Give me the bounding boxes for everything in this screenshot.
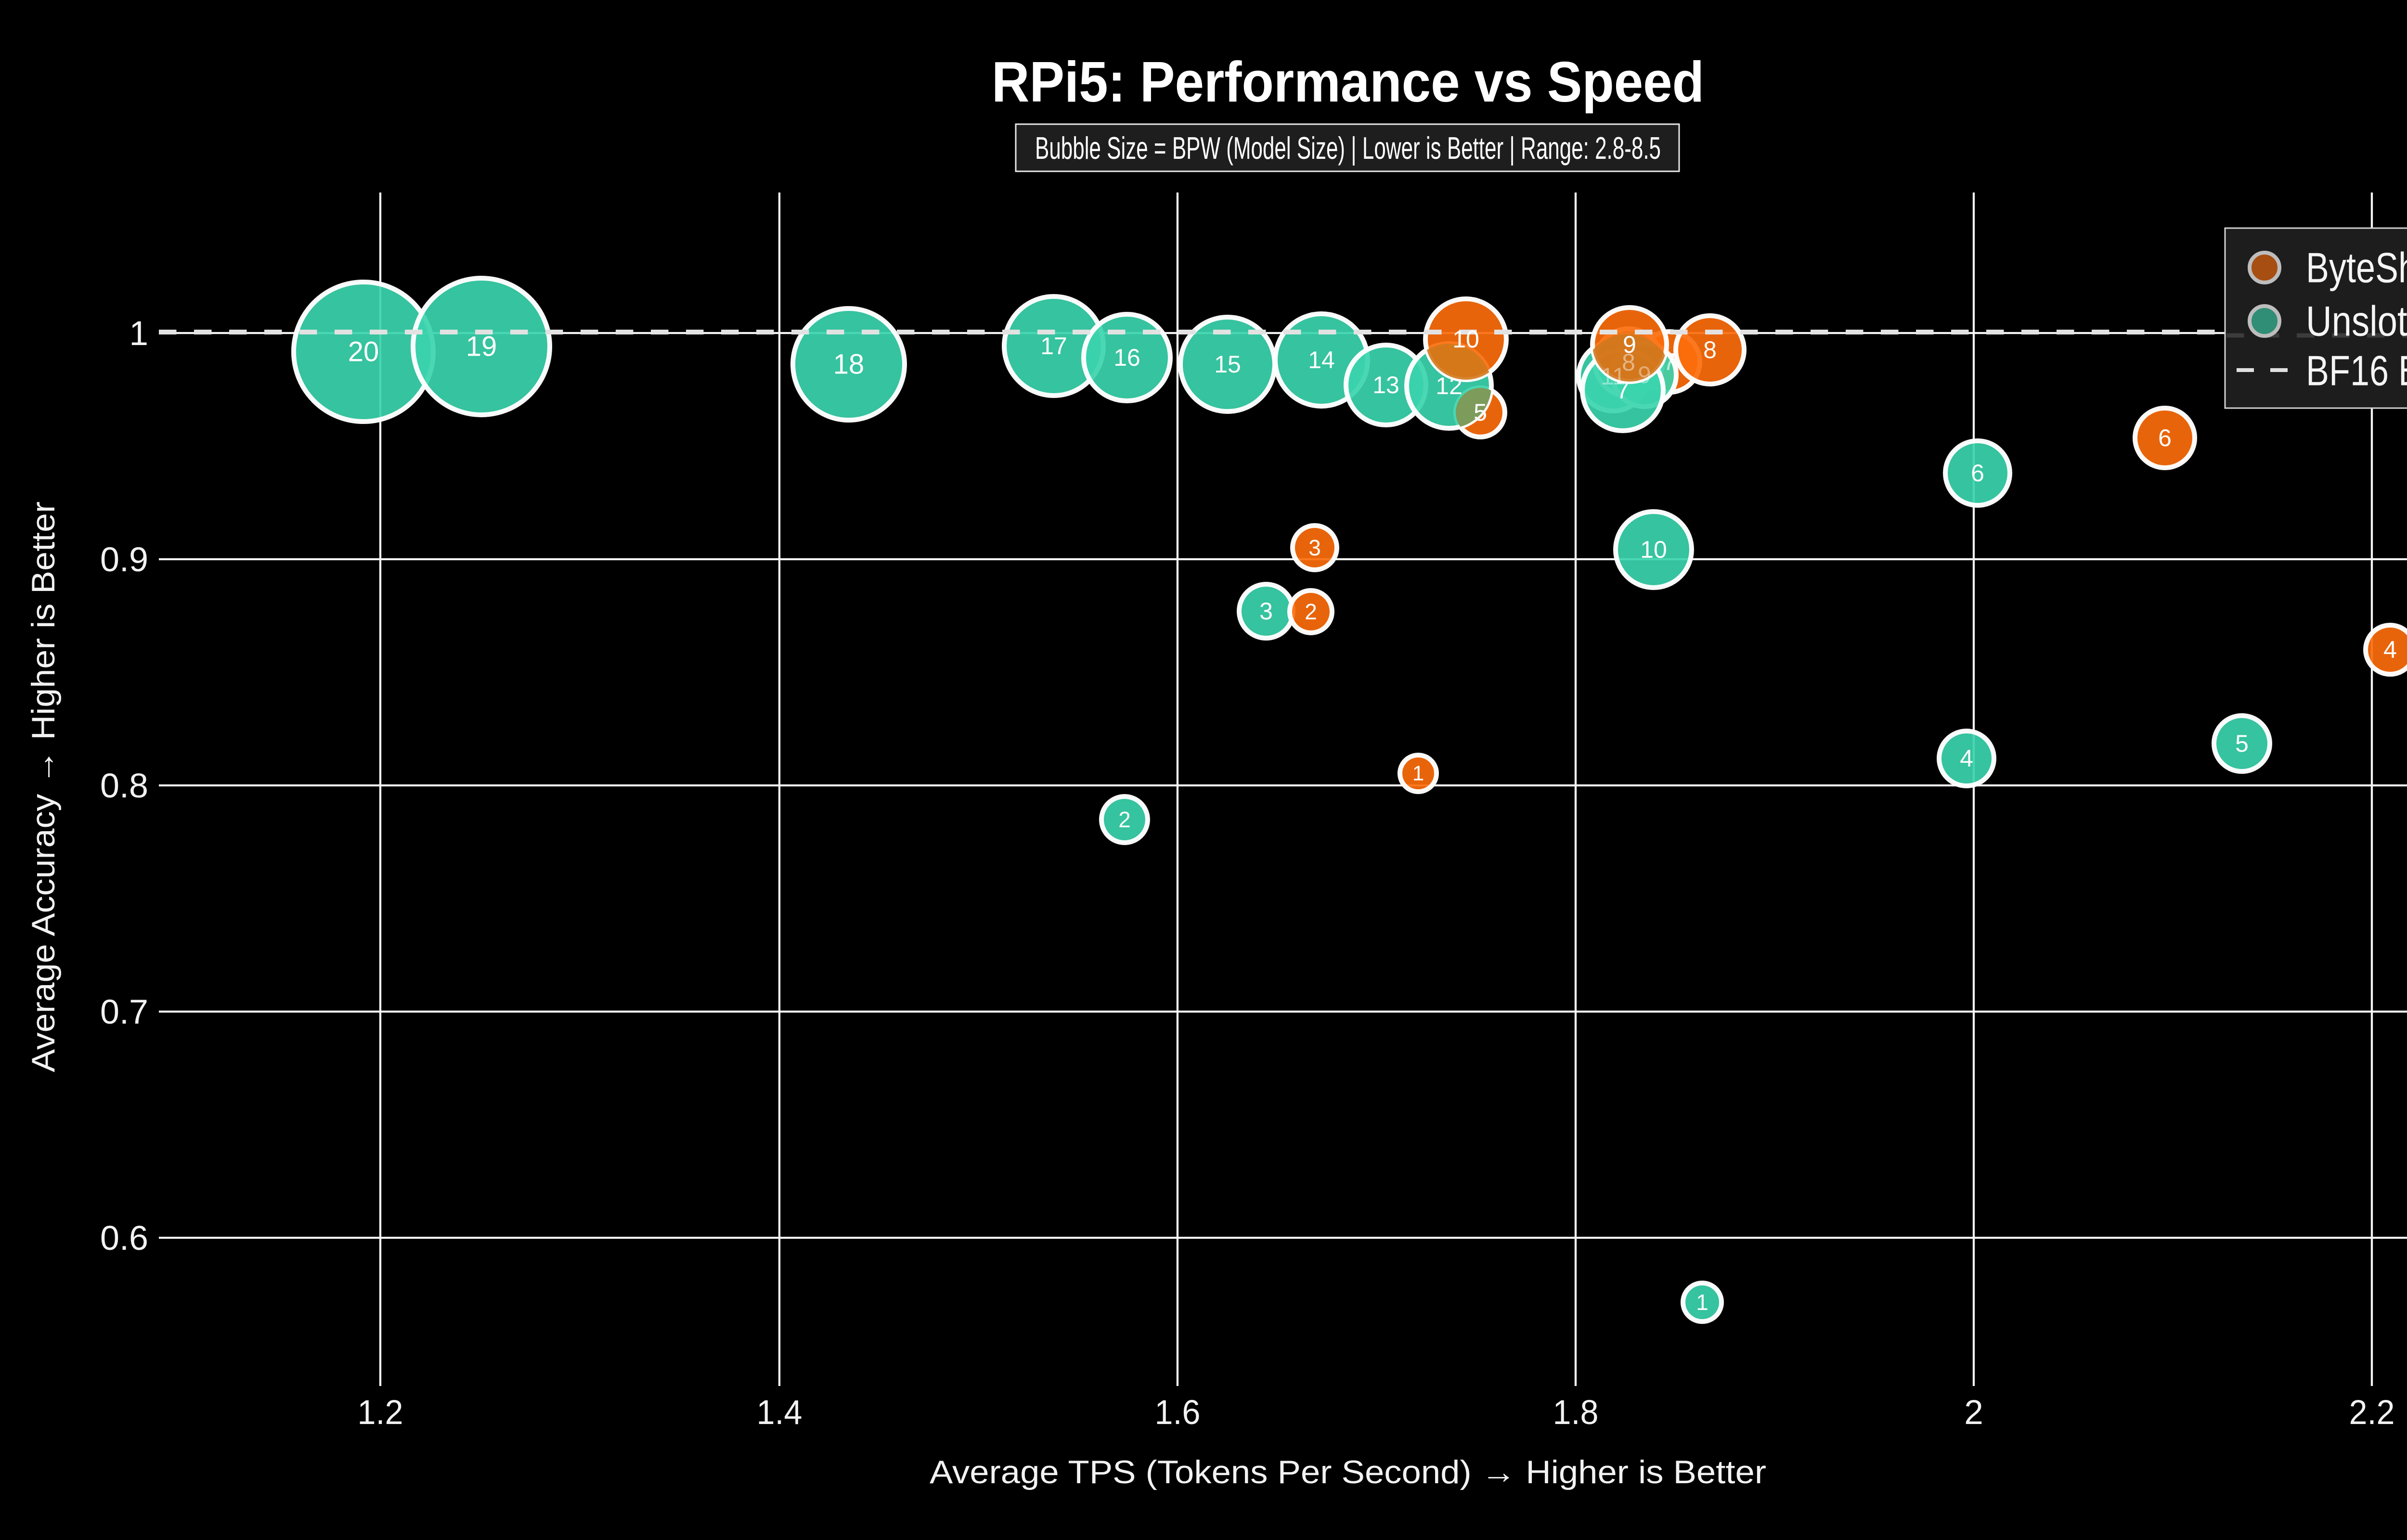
svg-text:20: 20 — [348, 336, 379, 368]
svg-text:9: 9 — [1623, 331, 1636, 358]
svg-text:1.8: 1.8 — [1553, 1394, 1599, 1432]
svg-text:2: 2 — [1964, 1394, 1983, 1432]
svg-text:4: 4 — [1960, 745, 1973, 772]
svg-text:9: 9 — [1638, 361, 1651, 388]
svg-text:5: 5 — [1474, 399, 1487, 426]
svg-text:17: 17 — [1040, 333, 1067, 359]
svg-text:1.2: 1.2 — [358, 1394, 403, 1432]
svg-text:19: 19 — [466, 331, 497, 362]
svg-text:8: 8 — [1703, 336, 1717, 363]
svg-text:6: 6 — [1971, 460, 1984, 487]
svg-text:Average TPS (Tokens Per Second: Average TPS (Tokens Per Second) → Higher… — [930, 1454, 1766, 1490]
svg-text:2.2: 2.2 — [2349, 1394, 2395, 1432]
svg-text:RPi5: Performance vs Speed: RPi5: Performance vs Speed — [992, 50, 1704, 114]
svg-text:1: 1 — [1412, 762, 1424, 785]
svg-text:7: 7 — [1663, 348, 1676, 375]
svg-text:1: 1 — [129, 315, 149, 353]
svg-text:6: 6 — [2158, 424, 2172, 451]
svg-text:3: 3 — [1308, 535, 1321, 560]
svg-text:10: 10 — [1452, 326, 1479, 353]
svg-text:14: 14 — [1308, 346, 1335, 373]
svg-text:Bubble Size = BPW (Model Size): Bubble Size = BPW (Model Size) | Lower i… — [1035, 130, 1661, 166]
svg-text:2: 2 — [1118, 807, 1131, 832]
svg-text:11: 11 — [1601, 363, 1626, 390]
svg-text:0.7: 0.7 — [100, 993, 148, 1031]
svg-text:4: 4 — [2383, 636, 2397, 663]
svg-text:8: 8 — [1622, 349, 1635, 376]
svg-text:0.9: 0.9 — [100, 541, 148, 579]
svg-text:18: 18 — [833, 349, 865, 380]
svg-text:0.6: 0.6 — [100, 1219, 148, 1258]
svg-text:3: 3 — [1259, 598, 1273, 625]
svg-text:0.8: 0.8 — [100, 767, 148, 805]
svg-text:10: 10 — [1640, 536, 1667, 563]
svg-text:Unsloth: Unsloth — [2306, 297, 2407, 345]
svg-text:15: 15 — [1214, 351, 1241, 378]
svg-text:1.6: 1.6 — [1155, 1394, 1201, 1432]
svg-text:ByteShape: ByteShape — [2306, 244, 2407, 292]
svg-text:13: 13 — [1372, 372, 1399, 398]
svg-text:16: 16 — [1113, 344, 1140, 371]
svg-text:1.4: 1.4 — [757, 1394, 802, 1432]
svg-text:1: 1 — [1696, 1290, 1708, 1315]
svg-text:BF16 Baseline: BF16 Baseline — [2306, 347, 2407, 395]
svg-text:2: 2 — [1305, 599, 1317, 624]
svg-text:5: 5 — [2235, 730, 2249, 757]
svg-text:Average Accuracy → Higher is B: Average Accuracy → Higher is Better — [25, 501, 62, 1072]
